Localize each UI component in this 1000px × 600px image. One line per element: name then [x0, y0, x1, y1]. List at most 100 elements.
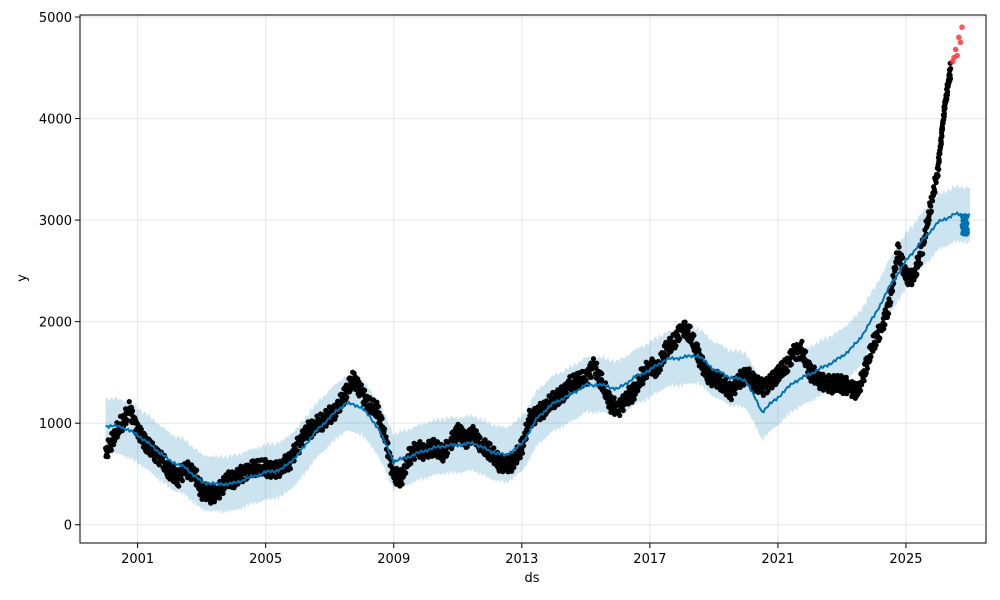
- observed-point: [220, 490, 226, 496]
- observed-point: [635, 388, 641, 394]
- observed-point: [893, 266, 899, 272]
- observed-point: [936, 159, 942, 165]
- observed-point: [935, 173, 941, 179]
- observed-point: [362, 387, 368, 393]
- observed-point: [108, 447, 114, 453]
- observed-point: [640, 381, 646, 387]
- observed-point: [691, 332, 697, 338]
- y-tick-label: 0: [64, 519, 72, 534]
- observed-point: [216, 495, 223, 501]
- observed-point: [374, 399, 380, 405]
- x-tick-label: 2005: [249, 552, 282, 567]
- observed-point: [111, 442, 117, 448]
- observed-point: [517, 455, 523, 461]
- observed-point: [682, 319, 688, 325]
- observed-point: [333, 413, 339, 419]
- observed-point: [939, 125, 946, 132]
- observed-point: [914, 271, 920, 277]
- observed-point: [873, 342, 879, 348]
- observed-point: [941, 111, 948, 117]
- observed-point: [947, 75, 954, 82]
- x-tick-label: 2017: [633, 552, 666, 567]
- observed-point: [188, 477, 194, 483]
- observed-point: [694, 342, 701, 348]
- observed-point: [831, 373, 837, 379]
- observed-point: [938, 141, 944, 147]
- observed-point: [926, 217, 932, 223]
- y-tick-label: 3000: [39, 214, 72, 229]
- observed-point: [896, 244, 902, 250]
- y-axis-label: y: [15, 274, 30, 282]
- y-axis-ticks: 0 1000 2000 3000 4000 5000: [39, 11, 80, 534]
- observed-point: [746, 366, 752, 372]
- observed-point: [344, 394, 350, 400]
- forecast-point: [965, 230, 970, 236]
- observed-point: [185, 459, 191, 465]
- observed-point: [620, 407, 626, 414]
- observed-point: [403, 470, 409, 476]
- outlier-points: [949, 24, 965, 65]
- observed-point: [105, 454, 111, 460]
- outlier-point: [956, 34, 962, 41]
- x-tick-label: 2021: [761, 552, 794, 567]
- observed-point: [877, 335, 883, 341]
- observed-point: [909, 282, 915, 288]
- observed-point: [863, 370, 869, 376]
- observed-point: [928, 203, 934, 209]
- observed-point: [477, 434, 483, 440]
- outlier-point: [952, 46, 959, 53]
- observed-point: [885, 311, 892, 317]
- y-tick-label: 1000: [39, 417, 72, 432]
- observed-point: [611, 395, 617, 401]
- observed-point: [617, 412, 623, 419]
- observed-point: [379, 415, 385, 422]
- observed-point: [473, 428, 479, 434]
- x-tick-label: 2001: [121, 552, 154, 567]
- observed-point: [194, 467, 200, 473]
- observed-point: [928, 208, 935, 214]
- observed-point: [799, 338, 805, 344]
- observed-point: [170, 463, 176, 469]
- observed-point: [936, 166, 942, 172]
- observed-point: [864, 366, 871, 372]
- y-tick-label: 2000: [39, 316, 72, 331]
- observed-point: [911, 277, 917, 283]
- observed-point: [445, 450, 451, 456]
- observed-point: [487, 441, 493, 447]
- observed-point: [408, 460, 414, 467]
- y-tick-label: 4000: [39, 113, 72, 128]
- observed-point: [687, 323, 693, 330]
- observed-point: [917, 261, 924, 267]
- observed-point: [511, 465, 517, 471]
- x-tick-label: 2013: [505, 552, 538, 567]
- x-tick-label: 2009: [377, 552, 410, 567]
- observed-point: [482, 437, 488, 443]
- observed-point: [138, 426, 144, 432]
- observed-point: [929, 198, 936, 204]
- observed-point: [112, 438, 118, 444]
- observed-point: [881, 326, 887, 332]
- observed-point: [411, 456, 418, 462]
- observed-point: [920, 251, 926, 257]
- observed-point: [788, 361, 795, 367]
- outlier-point: [954, 52, 960, 59]
- forecast-point: [964, 220, 970, 226]
- observed-point: [126, 399, 132, 405]
- observed-point: [176, 483, 182, 489]
- observed-point: [820, 387, 827, 393]
- observed-point: [519, 450, 526, 456]
- observed-point: [594, 360, 600, 366]
- observed-point: [149, 440, 156, 446]
- observed-point: [179, 478, 185, 484]
- observed-point: [889, 288, 896, 294]
- observed-point: [733, 385, 739, 391]
- observed-point: [588, 374, 594, 380]
- observed-point: [945, 89, 951, 95]
- observed-point: [358, 382, 364, 388]
- observed-point: [948, 66, 954, 72]
- observed-point: [785, 368, 791, 374]
- observed-point: [843, 374, 849, 380]
- observed-point: [811, 364, 817, 370]
- observed-point: [900, 255, 906, 261]
